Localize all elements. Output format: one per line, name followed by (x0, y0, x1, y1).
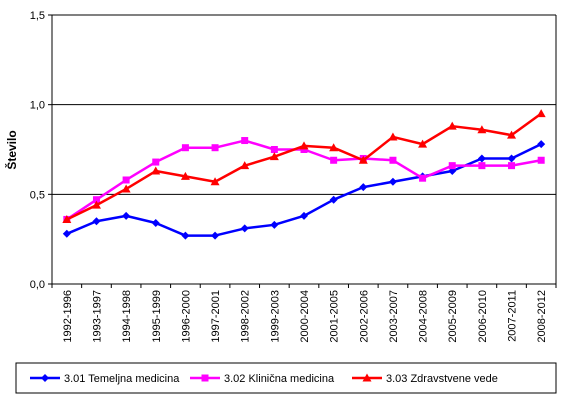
data-point (537, 156, 545, 164)
data-point (300, 146, 308, 153)
data-point (447, 121, 457, 130)
y-tick-label: 0,0 (30, 279, 45, 291)
data-point (537, 140, 546, 149)
data-point (508, 162, 516, 170)
data-point (269, 152, 279, 161)
data-point (477, 154, 486, 163)
data-point (92, 196, 100, 204)
x-tick-label: 2008-2012 (536, 290, 548, 343)
x-tick-label: 1993-1997 (91, 290, 103, 343)
data-point (270, 146, 278, 153)
series-group (62, 109, 546, 240)
data-point (210, 177, 220, 186)
y-tick-label: 1,0 (30, 100, 45, 112)
data-point (122, 211, 131, 220)
x-tick-label: 1996-2000 (180, 290, 192, 343)
data-point (41, 374, 49, 382)
data-point (389, 156, 397, 164)
data-point (536, 109, 546, 118)
y-tick-label: 1,5 (30, 10, 45, 22)
data-point (121, 184, 131, 193)
data-point (240, 161, 250, 170)
data-point (201, 374, 209, 382)
data-point (329, 143, 339, 152)
data-point (151, 166, 161, 175)
data-point (359, 183, 368, 192)
data-point (270, 220, 279, 229)
data-point (92, 217, 101, 226)
data-point (240, 224, 249, 233)
data-point (507, 154, 516, 163)
data-point (62, 229, 71, 238)
legend-label: 3.01 Temeljna medicina (64, 373, 180, 385)
x-tick-label: 1992-1996 (62, 290, 74, 343)
data-point (211, 144, 219, 152)
x-tick-label: 2003-2007 (388, 290, 400, 343)
legend-item: 3.03 Zdravstvene vede (352, 373, 498, 385)
legend-item: 3.01 Temeljna medicina (30, 373, 180, 385)
axes (48, 14, 557, 288)
legend-label: 3.03 Zdravstvene vede (386, 373, 498, 385)
x-tick-label: 1994-1998 (121, 290, 133, 343)
data-point (418, 139, 428, 148)
data-point (91, 200, 101, 209)
legend: 3.01 Temeljna medicina 3.02 Klinična medi… (15, 362, 557, 394)
x-tick-labels: 1992-1996 1993-1997 1994-1998 1995-1999 1996… (62, 290, 548, 343)
x-tick-label: 2000-2004 (299, 290, 311, 343)
data-point (477, 125, 487, 134)
data-point (448, 162, 456, 170)
data-point (299, 141, 309, 150)
y-tick-labels: 0,0 0,5 1,0 1,5 (30, 10, 45, 291)
data-point (329, 195, 338, 204)
legend-item: 3.02 Klinična medicina (190, 373, 335, 385)
data-point (358, 155, 368, 164)
data-point (362, 373, 372, 382)
data-point (300, 211, 308, 220)
x-tick-label: 2006-2010 (477, 290, 489, 343)
x-tick-label: 1998-2002 (240, 290, 252, 343)
y-axis-label: Število (4, 130, 19, 169)
series-3 (62, 109, 546, 223)
data-point (181, 144, 189, 152)
data-point (388, 132, 398, 141)
data-point (388, 177, 397, 186)
data-point (241, 137, 249, 145)
legend-box (15, 362, 557, 394)
x-tick-label: 2001-2005 (329, 290, 341, 343)
data-point (151, 219, 160, 228)
data-point (211, 231, 220, 240)
x-tick-label: 2004-2008 (418, 290, 430, 343)
x-tick-label: 1997-2001 (210, 290, 222, 343)
data-point (122, 176, 130, 184)
x-tick-label: 1995-1999 (151, 290, 163, 343)
x-tick-label: 1999-2003 (269, 290, 281, 343)
x-tick-label: 2002-2006 (358, 290, 370, 343)
data-point (330, 156, 338, 164)
data-point (419, 174, 427, 182)
data-point (181, 231, 190, 240)
x-tick-label: 2005-2009 (447, 290, 459, 343)
data-point (62, 214, 72, 223)
data-point (478, 162, 486, 170)
data-point (180, 171, 190, 180)
x-tick-label: 2007-2011 (507, 290, 519, 342)
data-point (152, 158, 160, 166)
y-tick-label: 0,5 (30, 189, 45, 201)
data-point (507, 130, 517, 139)
legend-label: 3.02 Klinična medicina (224, 373, 335, 385)
